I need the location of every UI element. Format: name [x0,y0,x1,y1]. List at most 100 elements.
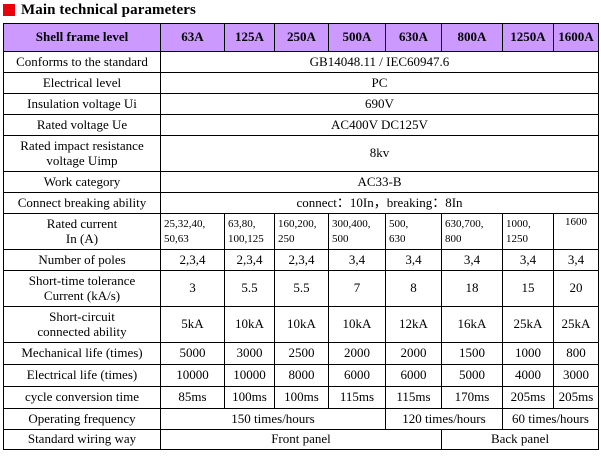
short-circuit-cell: 10kA [328,306,386,343]
row-label: Number of poles [3,249,161,271]
row-short-circuit: Short-circuit connected ability 5kA 10kA… [3,306,599,343]
electrical-life-cell: 6000 [385,364,442,387]
rated-current-cell: 300,400, 500 [328,213,386,250]
row-label: Short-time tolerance Current (kA/s) [3,270,161,307]
cycle-cell: 100ms [224,386,275,409]
short-circuit-cell: 16kA [441,306,503,343]
row-value: PC [160,72,599,94]
row-electrical-level: Electrical level PC [3,72,599,94]
poles-cell: 2,3,4 [160,249,225,271]
header-frame: 1600A [553,23,599,52]
cell-line: 25,32,40, [164,217,206,230]
header-frame: 800A [441,23,503,52]
header-label: Shell frame level [3,23,161,52]
row-label: Mechanical life (times) [3,342,161,365]
cycle-cell: 100ms [274,386,329,409]
rated-current-cell: 160,200, 250 [274,213,329,250]
header-frame: 630A [385,23,442,52]
row-label-line: In (A) [65,230,99,246]
row-category: Work category AC33-B [3,171,599,193]
electrical-life-cell: 3000 [553,364,599,387]
mechanical-cell: 2500 [274,342,329,365]
row-mechanical: Mechanical life (times) 5000 3000 2500 2… [3,342,599,365]
row-impulse: Rated impact resistance voltage Uimp 8kv [3,135,599,172]
poles-cell: 3,4 [441,249,503,271]
mechanical-cell: 5000 [160,342,225,365]
mechanical-cell: 2000 [385,342,442,365]
row-value: AC33-B [160,171,599,193]
cycle-cell: 115ms [328,386,386,409]
row-label: Operating frequency [3,408,161,430]
row-label-line: Short-circuit [49,308,115,324]
row-label: Work category [3,171,161,193]
row-rated-current: Rated current In (A) 25,32,40, 50,63 63,8… [3,213,599,250]
row-label-line: Current (kA/s) [43,287,121,303]
rated-current-cell: 1600 [553,213,599,250]
header-frame: 250A [274,23,329,52]
poles-cell: 2,3,4 [274,249,329,271]
row-label: Rated current In (A) [3,213,161,250]
header-frame: 63A [160,23,225,52]
cycle-cell: 170ms [441,386,503,409]
cycle-cell: 115ms [385,386,442,409]
row-value: 690V [160,93,599,115]
mechanical-cell: 2000 [328,342,386,365]
parameters-table: Shell frame level 63A 125A 250A 500A 630… [3,23,599,450]
cell-line: 1000, [506,217,531,230]
header-frame: 125A [224,23,275,52]
cycle-cell: 205ms [553,386,599,409]
row-poles: Number of poles 2,3,4 2,3,4 2,3,4 3,4 3,… [3,249,599,271]
row-standard: Conforms to the standard GB14048.11 / IE… [3,51,599,73]
row-label-line: voltage Uimp [46,152,118,168]
short-time-cell: 20 [553,270,599,307]
cell-line: 100,125 [228,232,264,245]
header-row: Shell frame level 63A 125A 250A 500A 630… [3,23,599,52]
row-label-line: Short-time tolerance [28,272,136,288]
rated-current-cell: 1000, 1250 [502,213,554,250]
short-time-cell: 5.5 [274,270,329,307]
row-label: Short-circuit connected ability [3,306,161,343]
short-circuit-cell: 5kA [160,306,225,343]
short-circuit-cell: 12kA [385,306,442,343]
row-label: Standard wiring way [3,429,161,450]
cycle-cell: 85ms [160,386,225,409]
rated-current-cell: 500, 630 [385,213,442,250]
short-time-cell: 8 [385,270,442,307]
header-frame: 1250A [502,23,554,52]
row-label: cycle conversion time [3,386,161,409]
frequency-cell: 150 times/hours [160,408,386,430]
short-time-cell: 5.5 [224,270,275,307]
rated-current-cell: 63,80, 100,125 [224,213,275,250]
wiring-cell: Back panel [441,429,599,450]
cell-line: 1250 [506,232,528,245]
short-circuit-cell: 25kA [502,306,554,343]
row-cycle: cycle conversion time 85ms 100ms 100ms 1… [3,386,599,409]
row-label: Rated voltage Ue [3,114,161,136]
cycle-cell: 205ms [502,386,554,409]
cell-line: 630,700, [445,217,484,230]
electrical-life-cell: 8000 [274,364,329,387]
electrical-life-cell: 4000 [502,364,554,387]
row-label: Connect breaking ability [3,192,161,214]
short-circuit-cell: 10kA [224,306,275,343]
wiring-cell: Front panel [160,429,442,450]
rated-current-cell: 630,700, 800 [441,213,503,250]
short-time-cell: 7 [328,270,386,307]
row-short-time: Short-time tolerance Current (kA/s) 3 5.… [3,270,599,307]
poles-cell: 3,4 [385,249,442,271]
row-wiring: Standard wiring way Front panel Back pan… [3,429,599,450]
cell-line: 500, [389,217,409,230]
row-value: AC400V DC125V [160,114,599,136]
section-title: Main technical parameters [3,1,196,19]
mechanical-cell: 800 [553,342,599,365]
row-rated-voltage: Rated voltage Ue AC400V DC125V [3,114,599,136]
row-value: connect：10In，breaking：8In [160,192,599,214]
short-time-cell: 15 [502,270,554,307]
short-circuit-cell: 25kA [553,306,599,343]
electrical-life-cell: 6000 [328,364,386,387]
row-value: GB14048.11 / IEC60947.6 [160,51,599,73]
row-label-line: Rated impact resistance [20,137,144,153]
poles-cell: 3,4 [328,249,386,271]
frequency-cell: 60 times/hours [502,408,599,430]
section-title-text: Main technical parameters [21,1,196,18]
